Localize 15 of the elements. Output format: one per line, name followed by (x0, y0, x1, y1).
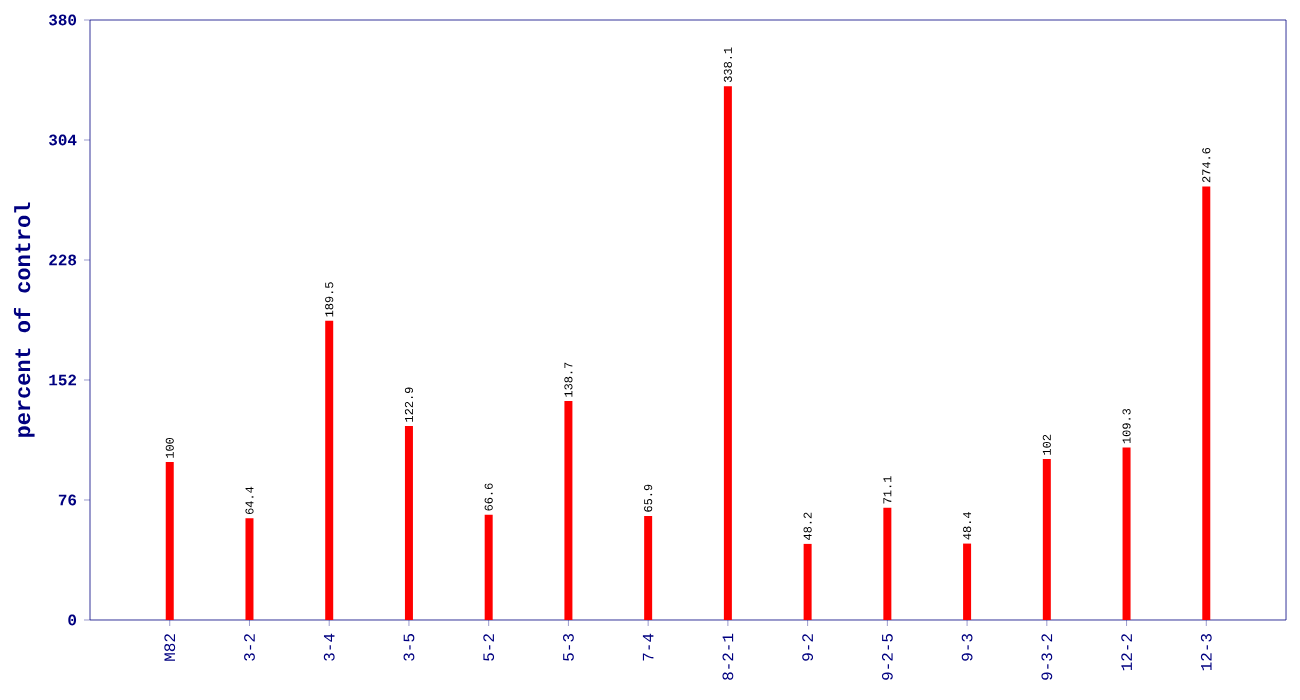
bar (165, 462, 174, 620)
y-axis-title: percent of control (13, 202, 35, 437)
bar (1202, 186, 1211, 620)
bar (1122, 447, 1131, 620)
bar (883, 507, 892, 620)
bar (564, 401, 573, 620)
bar (484, 514, 493, 620)
bar (723, 86, 732, 620)
bar (245, 518, 254, 620)
bar (803, 543, 812, 620)
bar (325, 320, 334, 620)
bar (963, 543, 972, 620)
bar (1042, 458, 1051, 620)
bar (404, 425, 413, 620)
bar (644, 515, 653, 620)
